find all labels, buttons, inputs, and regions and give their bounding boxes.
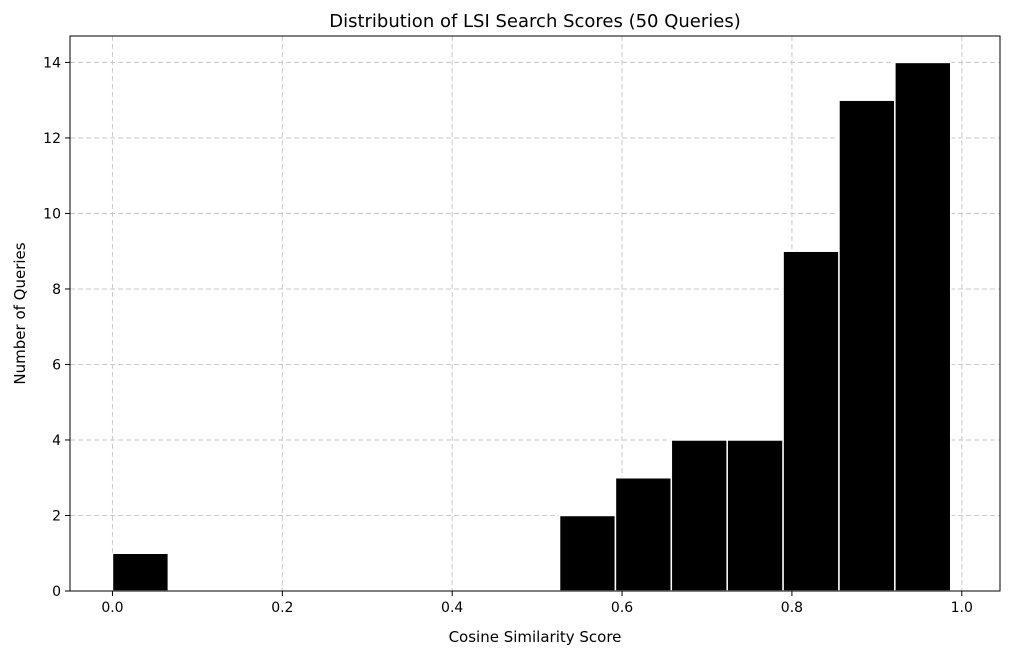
- x-tick-label: 0.8: [781, 600, 803, 616]
- x-tick-label: 0.2: [271, 600, 293, 616]
- y-tick-label: 6: [52, 357, 61, 373]
- plot-frame: [69, 35, 1001, 592]
- y-tick-label: 0: [52, 584, 61, 600]
- histogram-bar: [614, 476, 673, 592]
- histogram-bar: [558, 514, 617, 592]
- y-tick-label: 10: [43, 206, 61, 222]
- histogram-bar: [111, 552, 170, 592]
- y-tick-label: 4: [52, 433, 61, 449]
- x-axis-label: Cosine Similarity Score: [449, 628, 622, 646]
- x-tick-label: 0.6: [611, 600, 633, 616]
- y-axis-label: Number of Queries: [11, 242, 29, 384]
- x-axis: 0.0 0.2 0.4 0.6 0.8 1.0: [101, 591, 973, 616]
- histogram-bar: [894, 61, 952, 592]
- x-tick-label: 0.0: [101, 600, 123, 616]
- y-tick-label: 14: [43, 55, 61, 71]
- y-axis: 0 2 4 6 8 10 12 14: [43, 55, 70, 600]
- histogram-bar: [670, 439, 728, 592]
- y-tick-label: 2: [52, 508, 61, 524]
- chart-title: Distribution of LSI Search Scores (50 Qu…: [329, 11, 741, 32]
- y-tick-label: 12: [43, 131, 61, 147]
- x-tick-label: 1.0: [951, 600, 973, 616]
- histogram-bar: [726, 439, 784, 592]
- x-tick-label: 0.4: [441, 600, 463, 616]
- histogram-bar: [838, 99, 896, 592]
- histogram-bar: [782, 250, 840, 592]
- y-tick-label: 8: [52, 282, 61, 298]
- bars-layer: [111, 61, 952, 592]
